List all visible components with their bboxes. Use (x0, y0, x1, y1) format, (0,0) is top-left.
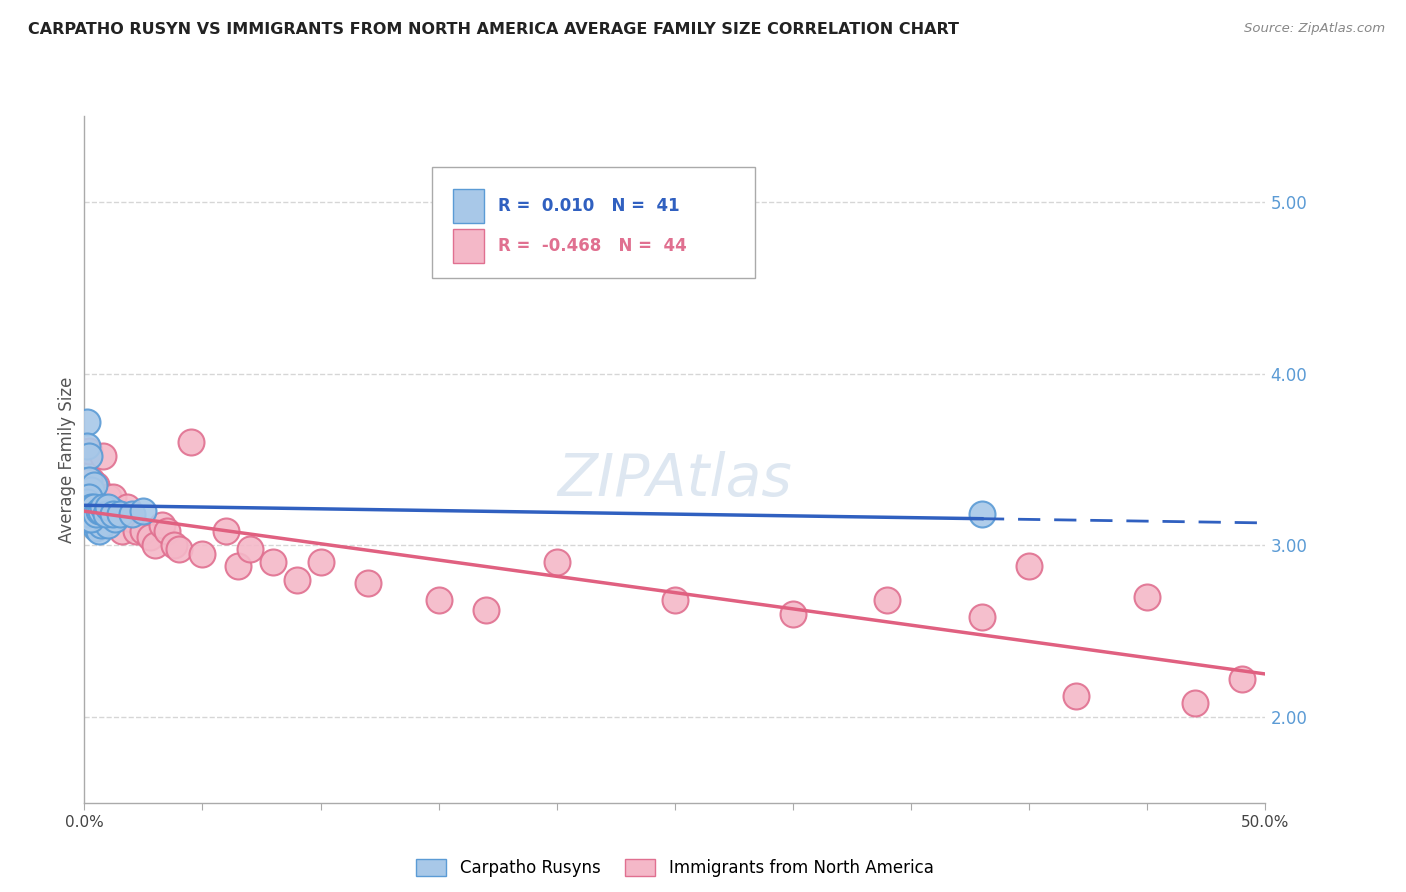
Point (427, 593, 450, 607)
Point (77, 490, 100, 504)
Point (83, 512, 105, 526)
Point (80, 508, 103, 522)
Point (97, 504, 120, 518)
Point (143, 538, 166, 552)
Point (77, 443, 100, 458)
Point (104, 512, 127, 526)
Point (83, 500, 105, 515)
Point (226, 558, 249, 573)
Point (76, 415, 98, 429)
Point (87, 508, 110, 522)
Point (76, 439, 98, 453)
Point (139, 530, 162, 544)
Point (970, 508, 993, 522)
Point (239, 541, 262, 556)
Point (664, 593, 686, 607)
Text: R =  -0.468   N =  44: R = -0.468 N = 44 (498, 237, 686, 255)
Point (90, 517, 112, 532)
Point (1018, 558, 1040, 573)
Text: ZIPAtlas: ZIPAtlas (558, 451, 792, 508)
Point (970, 610, 993, 624)
Point (84, 478, 107, 492)
Point (132, 524, 155, 539)
Point (546, 555, 568, 570)
Point (87, 500, 110, 515)
Point (76, 495, 98, 509)
Point (1230, 672, 1253, 686)
Point (91, 500, 114, 515)
Point (1184, 696, 1206, 710)
Point (101, 504, 124, 518)
Point (357, 576, 380, 591)
Point (163, 538, 186, 552)
Point (76, 512, 98, 526)
Point (97, 517, 120, 532)
Point (83, 490, 105, 504)
Point (91, 449, 114, 463)
Point (108, 508, 131, 522)
Point (77, 508, 100, 522)
Point (101, 490, 124, 504)
Point (782, 607, 804, 621)
Point (84, 521, 107, 535)
Text: CARPATHO RUSYN VS IMMIGRANTS FROM NORTH AMERICA AVERAGE FAMILY SIZE CORRELATION : CARPATHO RUSYN VS IMMIGRANTS FROM NORTH … (28, 22, 959, 37)
Point (215, 524, 238, 539)
Point (90, 504, 112, 518)
Point (97, 490, 120, 504)
Point (94, 508, 117, 522)
Point (150, 517, 173, 532)
Point (98, 508, 121, 522)
Point (876, 593, 898, 607)
Point (91, 504, 114, 518)
Point (84, 508, 107, 522)
Point (108, 508, 131, 522)
Point (475, 603, 498, 617)
Point (80, 483, 103, 498)
Point (262, 555, 284, 570)
Point (90, 504, 112, 518)
Point (90, 504, 112, 518)
Point (97, 500, 120, 515)
Point (121, 508, 143, 522)
Legend: Carpatho Rusyns, Immigrants from North America: Carpatho Rusyns, Immigrants from North A… (409, 852, 941, 884)
Point (125, 524, 148, 539)
Text: R =  0.010   N =  41: R = 0.010 N = 41 (498, 197, 679, 215)
Point (80, 500, 103, 515)
Point (80, 512, 103, 526)
Point (97, 508, 120, 522)
Point (77, 473, 100, 487)
Point (80, 500, 103, 515)
Point (115, 500, 138, 515)
Point (285, 573, 308, 587)
Point (191, 547, 214, 561)
Y-axis label: Average Family Size: Average Family Size (58, 376, 76, 542)
Point (107, 508, 129, 522)
Point (80, 473, 103, 487)
Point (94, 508, 117, 522)
Point (180, 435, 202, 450)
Point (87, 504, 110, 518)
Point (167, 541, 190, 556)
Point (83, 478, 105, 492)
Point (1136, 590, 1159, 604)
Point (156, 524, 179, 539)
Point (77, 449, 100, 463)
Point (77, 490, 100, 504)
Point (111, 524, 134, 539)
Point (1066, 690, 1088, 704)
Point (84, 500, 107, 515)
Point (132, 504, 155, 518)
Text: Source: ZipAtlas.com: Source: ZipAtlas.com (1244, 22, 1385, 36)
Point (309, 555, 332, 570)
Point (121, 512, 143, 526)
Point (101, 508, 124, 522)
Point (87, 524, 110, 539)
